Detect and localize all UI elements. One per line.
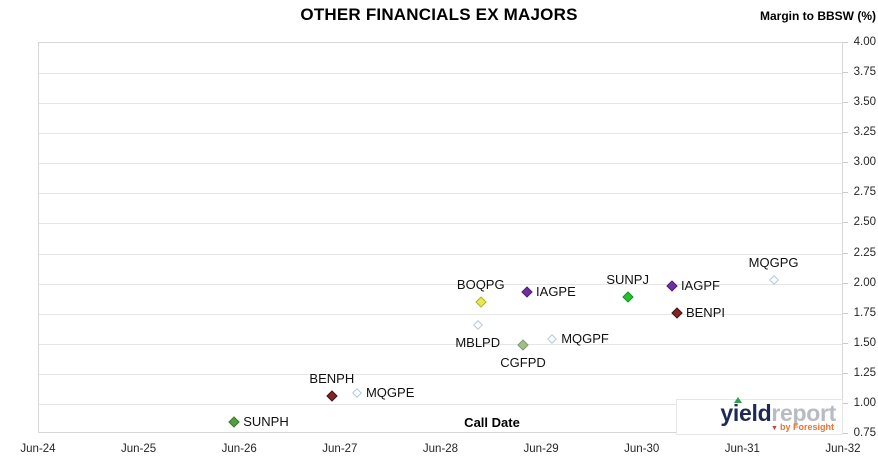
y-axis-tick-mark	[843, 433, 848, 434]
data-point-label-sunpj: SUNPJ	[606, 272, 649, 288]
y-axis-tick-mark	[843, 192, 848, 194]
x-tick-label: Jun-29	[523, 443, 559, 455]
y-tick-label: 2.50	[853, 216, 876, 229]
data-point-label-iagpf: IAGPF	[680, 278, 720, 294]
y-axis-tick-mark	[843, 402, 848, 404]
logo-yield-text: yield	[720, 397, 772, 426]
x-tick-label: Jun-28	[422, 443, 459, 455]
logo-green-triangle-icon	[734, 397, 743, 403]
gridline	[39, 313, 842, 315]
data-point-label-cgfpd: CGFPD	[500, 355, 546, 371]
y-tick-label: 1.75	[853, 306, 876, 319]
y-tick-label: 3.00	[853, 156, 876, 169]
yieldreport-logo: yield report ▼ by Foresight	[676, 397, 843, 435]
logo-report-text: report	[771, 400, 836, 426]
gridline	[39, 403, 842, 405]
y-tick-label: 0.75	[853, 427, 876, 439]
x-tick-label: Jun-27	[322, 443, 358, 455]
data-point-label-boqpg: BOQPG	[456, 276, 505, 292]
x-tick-label: Jun-26	[221, 443, 257, 455]
y-axis-tick-mark	[843, 312, 848, 314]
data-point-label-mqgpg: MQGPG	[748, 255, 799, 271]
logo-tagline-text: by Foresight	[779, 422, 834, 432]
chart-title: OTHER FINANCIALS EX MAJORS	[300, 5, 578, 24]
y-axis-tick-mark	[843, 132, 848, 134]
gridline	[39, 73, 842, 75]
gridline	[39, 163, 842, 165]
data-point-label-benpi: BENPI	[685, 304, 725, 320]
y-axis-tick-mark	[843, 282, 848, 284]
x-tick-label: Jun-32	[825, 443, 861, 455]
x-tick-label: Jun-24	[20, 443, 56, 455]
y-tick-label: 2.75	[853, 186, 876, 199]
data-point-label-benph: BENPH	[309, 370, 355, 386]
gridline	[39, 253, 842, 255]
logo-red-triangle-icon: ▼	[771, 425, 778, 432]
y-tick-label: 1.25	[853, 366, 876, 379]
y-tick-label: 3.25	[853, 126, 876, 139]
y-tick-label: 3.75	[853, 66, 876, 79]
y-axis-tick-mark	[843, 72, 848, 74]
gridline	[39, 373, 842, 375]
y-tick-label: 2.25	[853, 246, 876, 259]
x-axis-label: Call Date	[464, 415, 520, 430]
y-axis-tick-mark	[843, 252, 848, 254]
x-tick-label: Jun-30	[624, 443, 660, 455]
y-tick-label: 3.50	[853, 96, 876, 109]
y-tick-label: 4.00	[853, 36, 876, 48]
y-axis-tick-mark	[843, 102, 848, 104]
x-tick-label: Jun-25	[121, 443, 157, 455]
x-tick-label: Jun-31	[724, 443, 760, 455]
y-axis-tick-mark	[843, 372, 848, 374]
y-tick-label: 2.00	[853, 276, 876, 289]
plot-area	[38, 42, 843, 433]
y-tick-label: 1.50	[853, 336, 876, 349]
y-axis-title: Margin to BBSW (%)	[760, 9, 876, 23]
gridline	[39, 133, 842, 135]
y-tick-label: 1.00	[853, 396, 876, 409]
y-axis-tick-mark	[843, 342, 848, 344]
gridline	[39, 193, 842, 195]
gridline	[39, 343, 842, 345]
data-point-label-sunph: SUNPH	[243, 414, 289, 430]
gridline	[39, 283, 842, 285]
y-axis-tick-mark	[843, 162, 848, 164]
logo-wordmark: yield report	[720, 397, 836, 426]
data-point-label-mblpd: MBLPD	[455, 334, 501, 350]
gridline	[39, 103, 842, 105]
data-point-label-iagpe: IAGPE	[536, 284, 576, 300]
y-axis-tick-mark	[843, 42, 848, 43]
data-point-label-mqgpf: MQGPF	[561, 331, 609, 347]
gridline	[39, 223, 842, 225]
logo-tagline: ▼ by Foresight	[771, 423, 834, 433]
y-axis-tick-mark	[843, 222, 848, 224]
data-point-label-mqgpe: MQGPE	[365, 385, 415, 401]
